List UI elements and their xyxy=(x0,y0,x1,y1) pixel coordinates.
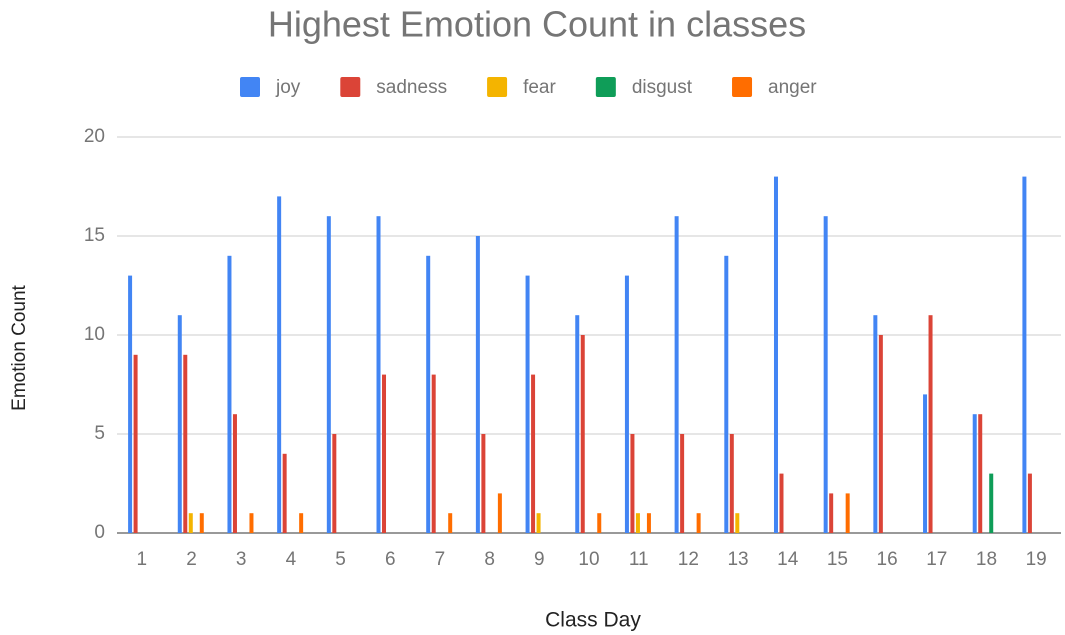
bar xyxy=(277,196,282,533)
x-tick-label: 2 xyxy=(186,549,197,570)
bar xyxy=(829,493,834,533)
bar xyxy=(873,315,878,533)
legend-swatch xyxy=(240,77,260,97)
bar xyxy=(536,513,541,533)
y-axis-title: Emotion Count xyxy=(9,284,30,410)
bar xyxy=(133,354,138,533)
x-axis-title: Class Day xyxy=(545,609,641,632)
legend-swatch xyxy=(732,77,753,97)
bar xyxy=(332,434,337,533)
bar xyxy=(249,513,254,533)
x-tick-label: 12 xyxy=(678,549,699,570)
x-tick-label: 18 xyxy=(976,549,997,570)
bar xyxy=(928,315,933,533)
bar xyxy=(773,176,778,533)
bar xyxy=(923,394,928,533)
legend-label: joy xyxy=(275,77,301,98)
bar xyxy=(531,374,536,533)
x-tick-label: 4 xyxy=(286,549,297,570)
bar xyxy=(475,236,480,533)
bar xyxy=(735,513,740,533)
bar xyxy=(674,216,679,533)
bar xyxy=(779,473,784,533)
bar xyxy=(580,335,585,533)
y-tick-label: 5 xyxy=(94,423,105,444)
y-tick-label: 0 xyxy=(94,522,105,543)
y-tick-label: 15 xyxy=(84,225,105,246)
bar xyxy=(426,255,431,534)
legend-label: fear xyxy=(523,77,556,98)
bar xyxy=(282,453,287,533)
bar xyxy=(382,374,387,533)
bar xyxy=(680,434,685,533)
x-tick-label: 1 xyxy=(137,549,148,570)
bar xyxy=(597,513,602,533)
bar xyxy=(696,513,701,533)
bar xyxy=(232,414,237,533)
bar xyxy=(376,216,381,533)
bar xyxy=(845,493,850,533)
bar xyxy=(729,434,734,533)
x-tick-label: 7 xyxy=(435,549,446,570)
bar xyxy=(624,275,629,533)
bar xyxy=(199,513,204,533)
bar xyxy=(1027,473,1032,533)
x-tick-label: 17 xyxy=(926,549,947,570)
bar xyxy=(497,493,502,533)
x-tick-label: 11 xyxy=(629,549,649,570)
x-tick-label: 19 xyxy=(1026,549,1047,570)
x-tick-label: 14 xyxy=(777,549,799,570)
legend-swatch xyxy=(595,77,616,97)
bar xyxy=(448,513,453,533)
y-tick-label: 10 xyxy=(84,324,105,345)
legend-swatch xyxy=(340,77,361,97)
x-tick-label: 10 xyxy=(578,549,599,570)
y-tick-label: 20 xyxy=(84,126,105,147)
bar xyxy=(989,473,994,533)
bar xyxy=(188,513,193,533)
x-tick-label: 3 xyxy=(236,549,247,570)
bar xyxy=(227,255,232,534)
x-tick-label: 5 xyxy=(335,549,346,570)
bar xyxy=(1022,176,1027,533)
bar xyxy=(972,414,977,533)
bar xyxy=(183,354,188,533)
bar xyxy=(575,315,580,533)
bar xyxy=(724,255,729,534)
x-tick-label: 15 xyxy=(827,549,848,570)
x-tick-label: 8 xyxy=(484,549,495,570)
legend-label: sadness xyxy=(376,77,447,98)
x-tick-label: 13 xyxy=(727,549,748,570)
x-tick-label: 6 xyxy=(385,549,396,570)
bar xyxy=(177,315,182,533)
bar xyxy=(326,216,331,533)
bar xyxy=(978,414,983,533)
bar xyxy=(635,513,640,533)
chart-title: Highest Emotion Count in classes xyxy=(268,4,806,45)
bar xyxy=(525,275,530,533)
legend-label: disgust xyxy=(632,77,693,98)
bar xyxy=(299,513,304,533)
bar xyxy=(878,335,883,533)
x-tick-label: 16 xyxy=(877,549,898,570)
legend-label: anger xyxy=(768,77,817,98)
bar xyxy=(481,434,486,533)
legend-swatch xyxy=(487,77,508,97)
x-tick-label: 9 xyxy=(534,549,545,570)
bar xyxy=(431,374,436,533)
bar xyxy=(630,434,635,533)
bar xyxy=(823,216,828,533)
bar xyxy=(646,513,651,533)
bar xyxy=(128,275,133,533)
